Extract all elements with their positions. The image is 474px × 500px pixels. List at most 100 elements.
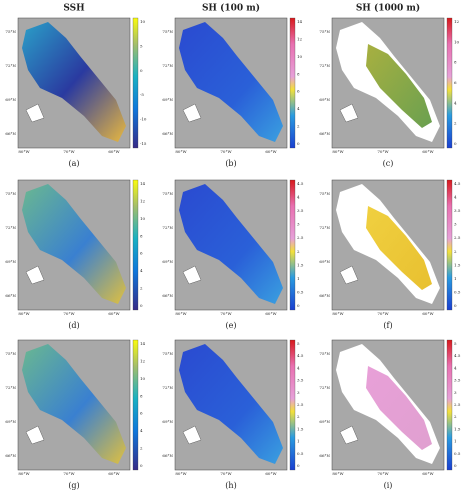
colorbar-tick-label: 6 <box>454 80 457 85</box>
lon-label: 60°W <box>422 149 434 154</box>
map-panel: 75°N 72°N 69°N 66°N 80°W 70°W 60°W 10 5 0 -5 -10 -15… <box>5 17 147 168</box>
lon-label: 60°W <box>108 149 120 154</box>
colorbar <box>132 17 139 149</box>
lon-label: 70°W <box>220 311 232 316</box>
lat-label: 72°N <box>319 385 330 390</box>
colorbar-tick-label: 2 <box>297 249 300 254</box>
lat-label: 75°N <box>162 191 173 196</box>
deep-basin <box>366 206 432 290</box>
lat-label: 72°N <box>162 385 173 390</box>
colorbar-tick-label: 0.5 <box>454 289 461 294</box>
colorbar-tick-label: 3.5 <box>297 208 304 213</box>
colorbar-tick-label: 0.5 <box>297 451 304 456</box>
colorbar-tick-label: 12 <box>297 36 303 41</box>
colorbar-tick-label: 12 <box>140 198 146 203</box>
island <box>182 265 202 285</box>
lon-label: 60°W <box>265 149 277 154</box>
colorbar-tick-label: 4 <box>140 428 143 433</box>
lat-label: 75°N <box>5 351 16 356</box>
map-panel: 75°N 72°N 69°N 66°N 80°W 70°W 60°W 5 4.5 4 3.5 3 2.5… <box>319 339 461 490</box>
colorbar-tick-label: 2 <box>297 414 300 419</box>
colorbar-tick-label: 1.5 <box>454 262 461 267</box>
lon-label: 60°W <box>422 311 434 316</box>
lat-label: 72°N <box>162 225 173 230</box>
colorbar-tick-label: 6 <box>297 89 300 94</box>
lon-label: 80°W <box>18 471 30 476</box>
lat-label: 72°N <box>5 385 16 390</box>
island <box>339 425 359 445</box>
lat-label: 75°N <box>5 29 16 34</box>
colorbar-tick-label: 8 <box>140 233 143 238</box>
lon-label: 80°W <box>332 471 344 476</box>
lat-label: 75°N <box>162 351 173 356</box>
colorbar-tick-label: 0 <box>297 141 300 146</box>
colorbar-tick-label: 1.5 <box>297 426 304 431</box>
lat-label: 66°N <box>319 453 330 458</box>
colorbar-tick-label: 0 <box>140 68 143 73</box>
colorbar-tick-label: 2 <box>454 249 457 254</box>
panel-label: (d) <box>68 321 79 330</box>
lon-label: 60°W <box>265 471 277 476</box>
island <box>339 103 359 123</box>
colorbar-tick-label: 2 <box>140 446 143 451</box>
map-panel: 75°N 72°N 69°N 66°N 80°W 70°W 60°W 4.5 4 3.5 3 2.5 2… <box>319 179 461 330</box>
map-panel: 75°N 72°N 69°N 66°N 80°W 70°W 60°W 14 12 10 8 6 4 2 0 (… <box>5 339 146 490</box>
lat-label: 75°N <box>5 191 16 196</box>
sea <box>22 344 126 464</box>
map-panel: 75°N 72°N 69°N 66°N 80°W 70°W 60°W 4.5 4 3.5 3 2.5 2… <box>162 179 304 330</box>
colorbar-tick-label: 12 <box>140 358 146 363</box>
colorbar-tick-label: 2 <box>140 286 143 291</box>
sea <box>179 184 283 304</box>
lon-label: 70°W <box>377 311 389 316</box>
colorbar-tick-label: 0 <box>454 463 457 468</box>
colorbar-tick-label: 5 <box>140 43 143 48</box>
lon-label: 80°W <box>18 311 30 316</box>
lon-label: 60°W <box>422 471 434 476</box>
colorbar-tick-label: 1.5 <box>454 426 461 431</box>
lon-label: 80°W <box>175 149 187 154</box>
colorbar-tick-label: 8 <box>140 393 143 398</box>
panel-label: (a) <box>68 159 79 168</box>
colorbar-tick-label: 1 <box>454 439 457 444</box>
lon-label: 60°W <box>265 311 277 316</box>
colorbar-tick-label: 1.5 <box>297 262 304 267</box>
colorbar <box>446 339 453 471</box>
colorbar-tick-label: 6 <box>140 411 143 416</box>
lat-label: 72°N <box>5 225 16 230</box>
lat-label: 66°N <box>162 453 173 458</box>
lat-label: 72°N <box>162 63 173 68</box>
island <box>25 425 45 445</box>
sea <box>179 344 283 464</box>
colorbar-tick-label: 2.5 <box>297 235 304 240</box>
lat-label: 66°N <box>162 293 173 298</box>
lat-label: 75°N <box>319 351 330 356</box>
lat-label: 66°N <box>5 453 16 458</box>
lat-label: 66°N <box>319 131 330 136</box>
lon-label: 70°W <box>220 471 232 476</box>
lat-label: 72°N <box>319 63 330 68</box>
lat-label: 66°N <box>5 131 16 136</box>
colorbar <box>289 179 296 311</box>
colorbar-tick-label: 10 <box>454 39 460 44</box>
colorbar-tick-label: 4.5 <box>454 353 461 358</box>
colorbar-tick-label: 2 <box>297 124 300 129</box>
colorbar-tick-label: 0 <box>297 303 300 308</box>
lat-label: 75°N <box>162 29 173 34</box>
panel-label: (i) <box>384 481 393 490</box>
island <box>182 103 202 123</box>
colorbar-tick-label: 0.5 <box>297 289 304 294</box>
lon-label: 70°W <box>63 311 75 316</box>
lat-label: 69°N <box>162 419 173 424</box>
lat-label: 66°N <box>162 131 173 136</box>
sea <box>22 22 126 142</box>
colorbar-tick-label: 3 <box>454 222 457 227</box>
lat-label: 72°N <box>319 225 330 230</box>
colorbar-tick-label: 4.5 <box>454 181 461 186</box>
colorbar-tick-label: 1 <box>297 439 300 444</box>
colorbar-tick-label: -10 <box>140 117 147 122</box>
colorbar-tick-label: 3.5 <box>454 378 461 383</box>
panel-label: (e) <box>226 321 237 330</box>
colorbar-tick-label: 0 <box>140 463 143 468</box>
colorbar-tick-label: 8 <box>297 71 300 76</box>
